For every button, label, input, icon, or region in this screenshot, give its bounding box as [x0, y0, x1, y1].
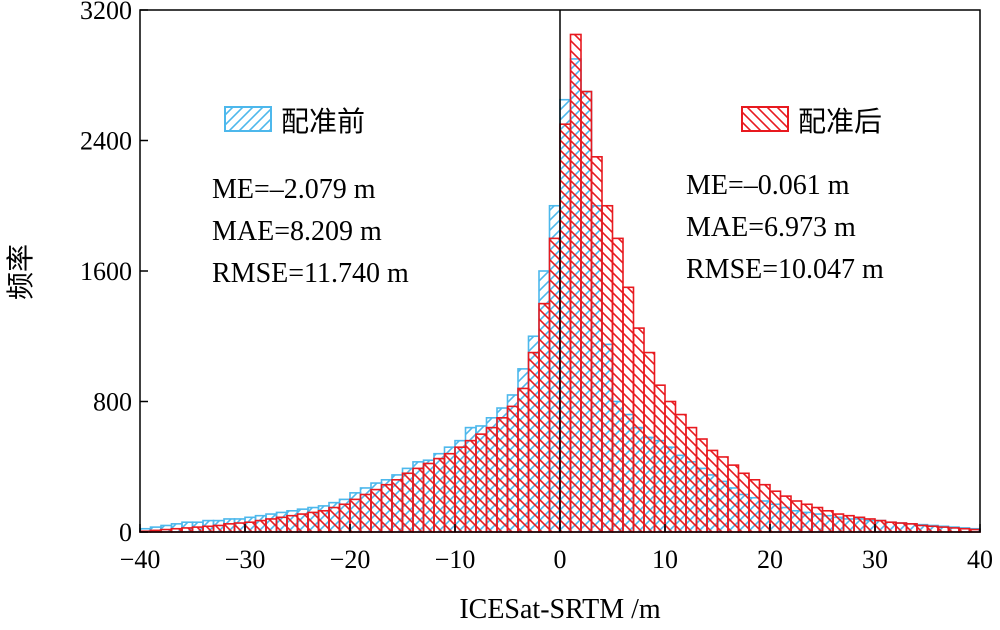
bar-after-48 [643, 351, 656, 533]
bar-after-43 [590, 156, 603, 533]
bar-after-10 [244, 521, 257, 533]
stat-rmse-before: RMSE=11.740 m [212, 258, 409, 289]
bar-after-24 [391, 478, 404, 533]
bar-after-14 [286, 514, 299, 533]
bar-after-53 [695, 438, 708, 533]
bar-after-47 [632, 327, 645, 533]
bar-after-41 [569, 33, 582, 533]
x-tick-label: −10 [435, 545, 476, 574]
bar-after-63 [800, 503, 813, 533]
bar-after-44 [601, 204, 614, 533]
x-tick-label: −20 [330, 545, 371, 574]
bar-after-33 [485, 426, 498, 533]
bar-after-59 [758, 483, 771, 533]
bar-after-25 [401, 472, 414, 533]
x-axis-ticks: −40 −30 −20 −10 0 10 20 30 40 [120, 524, 993, 574]
bar-after-37 [527, 351, 540, 533]
bar-after-49 [653, 384, 666, 533]
bar-after-61 [779, 495, 792, 533]
bar-after-68 [853, 516, 866, 533]
bar-after-13 [275, 516, 288, 533]
bar-after-64 [811, 506, 824, 533]
bar-after-11 [254, 519, 267, 533]
bar-after-27 [422, 462, 435, 533]
bar-after-15 [296, 513, 309, 533]
bar-after-32 [475, 433, 488, 533]
stat-me-after: ME=–0.061 m [686, 170, 850, 201]
x-tick-label: 30 [862, 545, 888, 574]
bar-after-28 [433, 457, 446, 533]
bar-after-26 [412, 467, 425, 533]
bar-after-19 [338, 503, 351, 533]
bar-after-46 [622, 286, 635, 533]
legend-swatch-after [741, 106, 789, 132]
stat-rmse-after: RMSE=10.047 m [686, 254, 884, 285]
x-axis-title: ICESat-SRTM /m [459, 594, 661, 625]
bar-after-69 [863, 518, 876, 533]
y-tick-label: 2400 [80, 127, 132, 156]
bar-after-70 [874, 519, 887, 533]
x-tick-label: 10 [652, 545, 678, 574]
y-axis-ticks: 0 800 1600 2400 3200 [80, 0, 148, 547]
x-tick-label: −40 [120, 545, 161, 574]
bar-after-45 [611, 237, 624, 533]
y-tick-label: 3200 [80, 0, 132, 25]
bar-after-34 [496, 417, 509, 533]
y-tick-label: 800 [93, 388, 132, 417]
bar-after-56 [727, 464, 740, 533]
y-tick-label: 1600 [80, 257, 132, 286]
stat-me-before: ME=–2.079 m [212, 174, 376, 205]
x-tick-label: 40 [967, 545, 993, 574]
bar-after-9 [233, 522, 246, 533]
bar-after-38 [538, 302, 551, 533]
bar-after-35 [506, 405, 519, 533]
bar-after-7 [212, 524, 225, 533]
bar-after-30 [454, 446, 467, 533]
y-axis-title: 频率 [5, 244, 37, 300]
bar-after-40 [559, 123, 572, 533]
bar-after-39 [548, 237, 561, 533]
bar-after-65 [821, 509, 834, 533]
bar-after-52 [685, 426, 698, 533]
bar-after-71 [884, 521, 897, 533]
legend-swatch-before [224, 106, 272, 132]
bar-after-29 [443, 452, 456, 533]
bar-after-60 [769, 490, 782, 533]
bar-after-17 [317, 509, 330, 533]
x-tick-label: 0 [554, 545, 567, 574]
bar-after-51 [674, 413, 687, 533]
legend-label-after: 配准后 [798, 105, 882, 138]
bar-after-31 [464, 439, 477, 533]
bar-after-67 [842, 514, 855, 533]
bar-after-6 [202, 525, 215, 533]
bar-after-72 [895, 522, 908, 533]
bar-after-23 [380, 483, 393, 533]
bar-after-36 [517, 387, 530, 533]
bar-after-50 [664, 400, 677, 533]
bar-after-22 [370, 488, 383, 533]
bar-after-18 [328, 506, 341, 533]
bar-after-21 [359, 493, 372, 533]
bar-after-55 [716, 456, 729, 533]
y-tick-label: 0 [119, 518, 132, 547]
x-tick-label: −30 [225, 545, 266, 574]
bar-after-20 [349, 498, 362, 533]
stat-mae-after: MAE=6.973 m [686, 212, 856, 243]
bar-after-12 [265, 518, 278, 533]
bar-after-62 [790, 500, 803, 533]
bar-after-54 [706, 449, 719, 533]
bar-after-74 [916, 524, 929, 533]
legend-label-before: 配准前 [281, 105, 365, 138]
bar-after-42 [580, 90, 593, 533]
bar-after-75 [926, 525, 939, 533]
bar-after-66 [832, 513, 845, 533]
bar-after-58 [748, 478, 761, 533]
bar-after-57 [737, 472, 750, 533]
bar-after-8 [223, 523, 236, 533]
stat-mae-before: MAE=8.209 m [212, 216, 382, 247]
bar-after-16 [307, 511, 320, 533]
x-tick-label: 20 [757, 545, 783, 574]
bar-after-73 [905, 523, 918, 533]
